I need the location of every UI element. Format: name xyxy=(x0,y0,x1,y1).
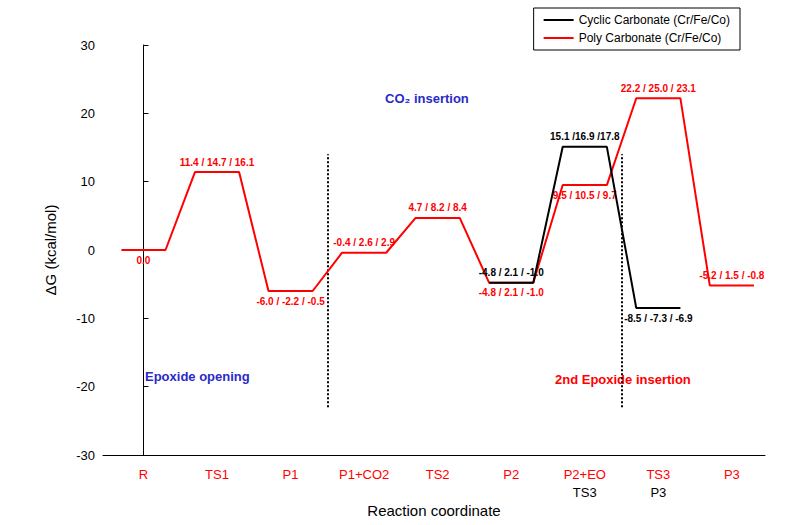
svg-text:P2+EO: P2+EO xyxy=(564,467,606,482)
svg-text:P3: P3 xyxy=(650,485,666,500)
svg-text:11.4 / 14.7 / 16.1: 11.4 / 14.7 / 16.1 xyxy=(180,157,255,168)
svg-text:0.0: 0.0 xyxy=(137,255,151,266)
svg-text:TS3: TS3 xyxy=(646,467,670,482)
svg-text:TS2: TS2 xyxy=(426,467,450,482)
svg-text:4.7 / 8.2 / 8.4: 4.7 / 8.2 / 8.4 xyxy=(408,202,467,213)
svg-text:-4.8 / 2.1 / -1.0: -4.8 / 2.1 / -1.0 xyxy=(479,267,544,278)
svg-text:30: 30 xyxy=(81,38,95,53)
svg-text:Epoxide opening: Epoxide opening xyxy=(145,369,250,384)
svg-text:P2: P2 xyxy=(503,467,519,482)
svg-text:-10: -10 xyxy=(76,311,95,326)
svg-text:22.2 / 25.0 / 23.1: 22.2 / 25.0 / 23.1 xyxy=(621,83,696,94)
svg-text:-6.0 / -2.2 / -0.5: -6.0 / -2.2 / -0.5 xyxy=(256,296,325,307)
svg-text:P1+CO2: P1+CO2 xyxy=(339,467,389,482)
svg-text:-4.8 / 2.1 / -1.0: -4.8 / 2.1 / -1.0 xyxy=(479,287,544,298)
svg-text:10: 10 xyxy=(81,174,95,189)
svg-text:Reaction coordinate: Reaction coordinate xyxy=(367,502,500,519)
svg-text:Poly Carbonate (Cr/Fe/Co): Poly Carbonate (Cr/Fe/Co) xyxy=(579,31,722,45)
svg-text:9.5 / 10.5 / 9.7: 9.5 / 10.5 / 9.7 xyxy=(553,190,617,201)
svg-text:Cyclic Carbonate (Cr/Fe/Co): Cyclic Carbonate (Cr/Fe/Co) xyxy=(579,13,730,27)
svg-text:15.1 /16.9 /17.8: 15.1 /16.9 /17.8 xyxy=(550,131,620,142)
svg-text:-8.5 / -7.3 / -6.9: -8.5 / -7.3 / -6.9 xyxy=(624,313,693,324)
svg-text:0: 0 xyxy=(88,243,95,258)
svg-text:CO₂ insertion: CO₂ insertion xyxy=(385,91,469,106)
svg-text:-20: -20 xyxy=(76,379,95,394)
svg-text:2nd Epoxide insertion: 2nd Epoxide insertion xyxy=(555,372,691,387)
svg-text:-30: -30 xyxy=(76,448,95,463)
svg-text:P1: P1 xyxy=(283,467,299,482)
svg-text:TS3: TS3 xyxy=(573,485,597,500)
svg-text:TS1: TS1 xyxy=(205,467,229,482)
svg-text:-0.4 / 2.6 / 2.9: -0.4 / 2.6 / 2.9 xyxy=(333,237,395,248)
svg-text:R: R xyxy=(139,467,148,482)
svg-text:ΔG (kcal/mol): ΔG (kcal/mol) xyxy=(42,205,59,296)
svg-text:20: 20 xyxy=(81,106,95,121)
svg-text:-5.2 / 1.5 / -0.8: -5.2 / 1.5 / -0.8 xyxy=(699,270,764,281)
svg-text:P3: P3 xyxy=(724,467,740,482)
